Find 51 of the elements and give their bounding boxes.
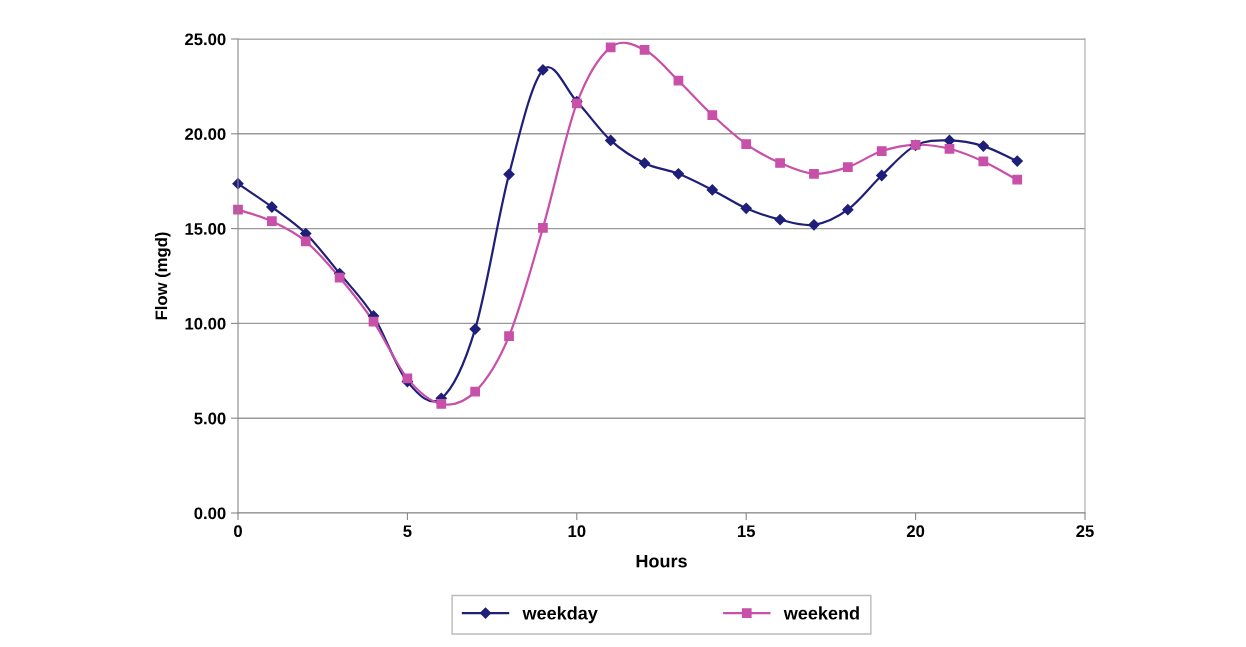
point: [638, 157, 651, 169]
point: [741, 139, 752, 149]
y-tick-label: 15.00: [185, 223, 226, 235]
point: [267, 216, 277, 227]
point: [266, 201, 278, 213]
point: [605, 134, 617, 147]
y-tick-label: 25.00: [185, 33, 226, 46]
point: [605, 42, 616, 53]
point: [842, 162, 853, 173]
point: [334, 272, 345, 283]
point: [504, 331, 514, 341]
point: [537, 64, 549, 76]
point: [706, 184, 718, 196]
legend-label: weekend: [783, 606, 859, 620]
point: [639, 44, 650, 55]
x-axis-title: Hours: [636, 554, 687, 568]
point: [808, 219, 820, 231]
point: [672, 168, 685, 180]
legend-label: weekday: [522, 606, 598, 624]
point: [368, 316, 379, 327]
point: [775, 158, 785, 168]
point: [774, 214, 786, 226]
point: [876, 146, 887, 156]
point: [469, 323, 481, 335]
point: [944, 143, 955, 154]
x-tick-label: 20: [906, 525, 925, 538]
point: [842, 204, 854, 216]
point: [1012, 174, 1023, 185]
point: [673, 75, 684, 86]
point: [1011, 155, 1023, 167]
point: [707, 110, 718, 120]
y-tick-label: 5.00: [194, 412, 226, 425]
point: [436, 399, 447, 409]
point: [977, 140, 989, 152]
point: [978, 156, 989, 167]
y-axis-title: Flow (mgd): [154, 232, 171, 320]
x-tick-label: 15: [737, 525, 756, 538]
point: [470, 386, 481, 397]
point: [740, 202, 752, 214]
point: [538, 222, 548, 233]
point: [503, 168, 515, 180]
point: [809, 168, 819, 179]
y-tick-label: 10.00: [185, 317, 226, 330]
y-tick-label: 20.00: [185, 128, 226, 140]
x-tick-label: 0: [234, 525, 242, 538]
y-tick-label: 0.00: [194, 507, 226, 520]
x-tick-label: 5: [403, 525, 412, 538]
x-tick-label: 25: [1076, 525, 1094, 538]
x-tick-label: 10: [568, 525, 586, 538]
point: [300, 236, 311, 247]
point: [876, 169, 888, 182]
